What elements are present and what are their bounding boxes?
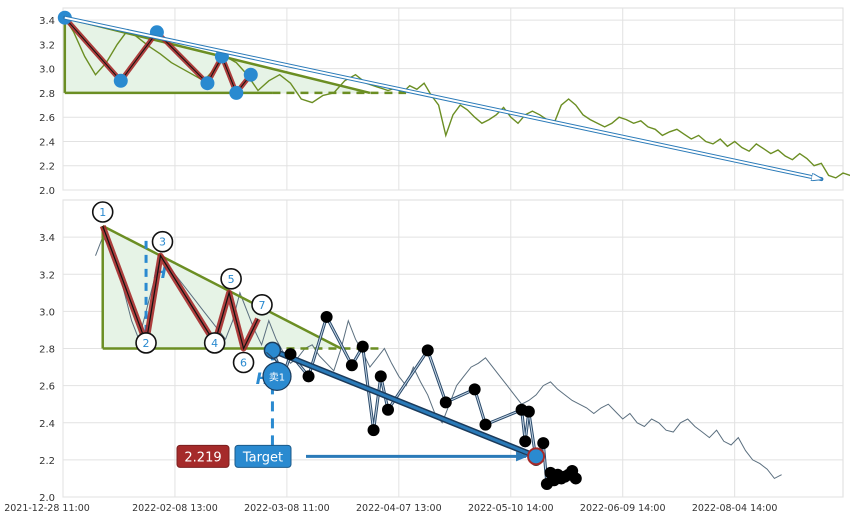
bottom-swing-point (367, 424, 380, 437)
target-name-box (234, 444, 292, 468)
top-y-tick-label: 2.2 (39, 162, 55, 173)
x-tick-label: 2022-08-04 14:00 (692, 503, 778, 514)
x-tick-label: 2022-06-09 14:00 (580, 503, 666, 514)
pattern-label-circle (232, 351, 255, 374)
bottom-pattern-resistance (102, 224, 342, 350)
top-pattern-point (229, 85, 244, 100)
bottom-y-tick-label: 3.0 (39, 307, 55, 318)
target-value-label: 2.219 (184, 450, 221, 465)
top-panel: 2.0 2.2 2.4 2.6 2.8 3.0 3.2 3.4 (39, 7, 850, 197)
top-pattern-point (243, 67, 258, 82)
sell-marker (262, 361, 292, 391)
target-name-label: Target (242, 450, 283, 465)
x-tick-label: 2021-12-28 11:00 (4, 503, 90, 514)
top-price-line (64, 17, 850, 179)
top-y-tick-label: 2.4 (39, 137, 55, 148)
bottom-swing-point (468, 383, 481, 396)
x-tick-label: 2022-02-08 13:00 (132, 503, 218, 514)
pattern-label-text: 2 (143, 337, 150, 350)
bottom-breakout-point (263, 341, 282, 360)
top-pattern-point (200, 76, 215, 91)
top-y-tick-label: 2.6 (39, 113, 55, 124)
bottom-swing-point (421, 344, 434, 357)
sell-label: 卖1 (269, 371, 285, 383)
bottom-swing-point (356, 340, 369, 353)
bottom-swing-point (302, 370, 315, 383)
top-y-tick-label: 3.0 (39, 65, 55, 76)
bottom-y-tick-label: 2.6 (39, 382, 55, 393)
bottom-y-tick-label: 3.4 (39, 233, 55, 244)
bottom-y-tick-label: 3.2 (39, 270, 55, 281)
top-y-tick-label: 3.2 (39, 40, 55, 51)
bottom-swing-point (284, 348, 297, 361)
x-tick-label: 2022-05-10 14:00 (468, 503, 554, 514)
bottom-swing-point (382, 403, 394, 416)
bottom-y-tick-label: 2.0 (39, 493, 55, 504)
top-y-tick-label: 2.0 (39, 186, 55, 197)
bottom-y-tick-label: 2.4 (39, 419, 55, 430)
pattern-label-circle (203, 332, 226, 354)
pattern-label-text: 3 (159, 236, 166, 249)
pattern-label-circle (135, 332, 157, 354)
target-value-box (176, 444, 230, 468)
bottom-swing-point (374, 370, 387, 383)
pattern-label-circle (251, 293, 273, 316)
bottom-swing-point (345, 359, 358, 372)
bottom-panel: 2.02.22.42.62.83.03.23.4HH1234567卖12.219… (39, 199, 844, 504)
pattern-label-circle (151, 230, 174, 253)
bottom-swing-point (569, 472, 582, 485)
pattern-label-text: 6 (240, 357, 247, 370)
bottom-projection-line (271, 348, 537, 458)
pattern-label-text: 5 (228, 273, 235, 286)
pattern-label-circle (91, 201, 114, 223)
x-tick-label: 2022-04-07 13:00 (356, 503, 442, 514)
pattern-label-circle (220, 268, 242, 290)
bottom-swing-point (522, 405, 535, 418)
x-axis: 2021-12-28 11:00 2022-02-08 13:00 2022-03-… (4, 503, 777, 514)
bottom-target-point (527, 447, 546, 466)
pattern-label-text: 7 (259, 299, 266, 312)
bottom-swing-point (439, 396, 452, 409)
top-y-tick-label: 3.4 (39, 16, 55, 27)
bottom-swing-point (320, 310, 333, 323)
x-tick-label: 2022-03-08 11:00 (244, 503, 330, 514)
bottom-swing-point (537, 437, 550, 450)
bottom-swing-point (479, 418, 492, 431)
top-y-tick-label: 2.8 (39, 89, 55, 100)
top-trend-arrow (64, 16, 822, 179)
top-pattern-point (113, 73, 128, 88)
bottom-swing-point (519, 435, 532, 448)
pattern-label-text: 1 (99, 206, 106, 219)
bottom-y-tick-label: 2.2 (39, 456, 55, 467)
bottom-y-tick-label: 2.8 (39, 345, 55, 356)
pattern-label-text: 4 (211, 337, 218, 350)
